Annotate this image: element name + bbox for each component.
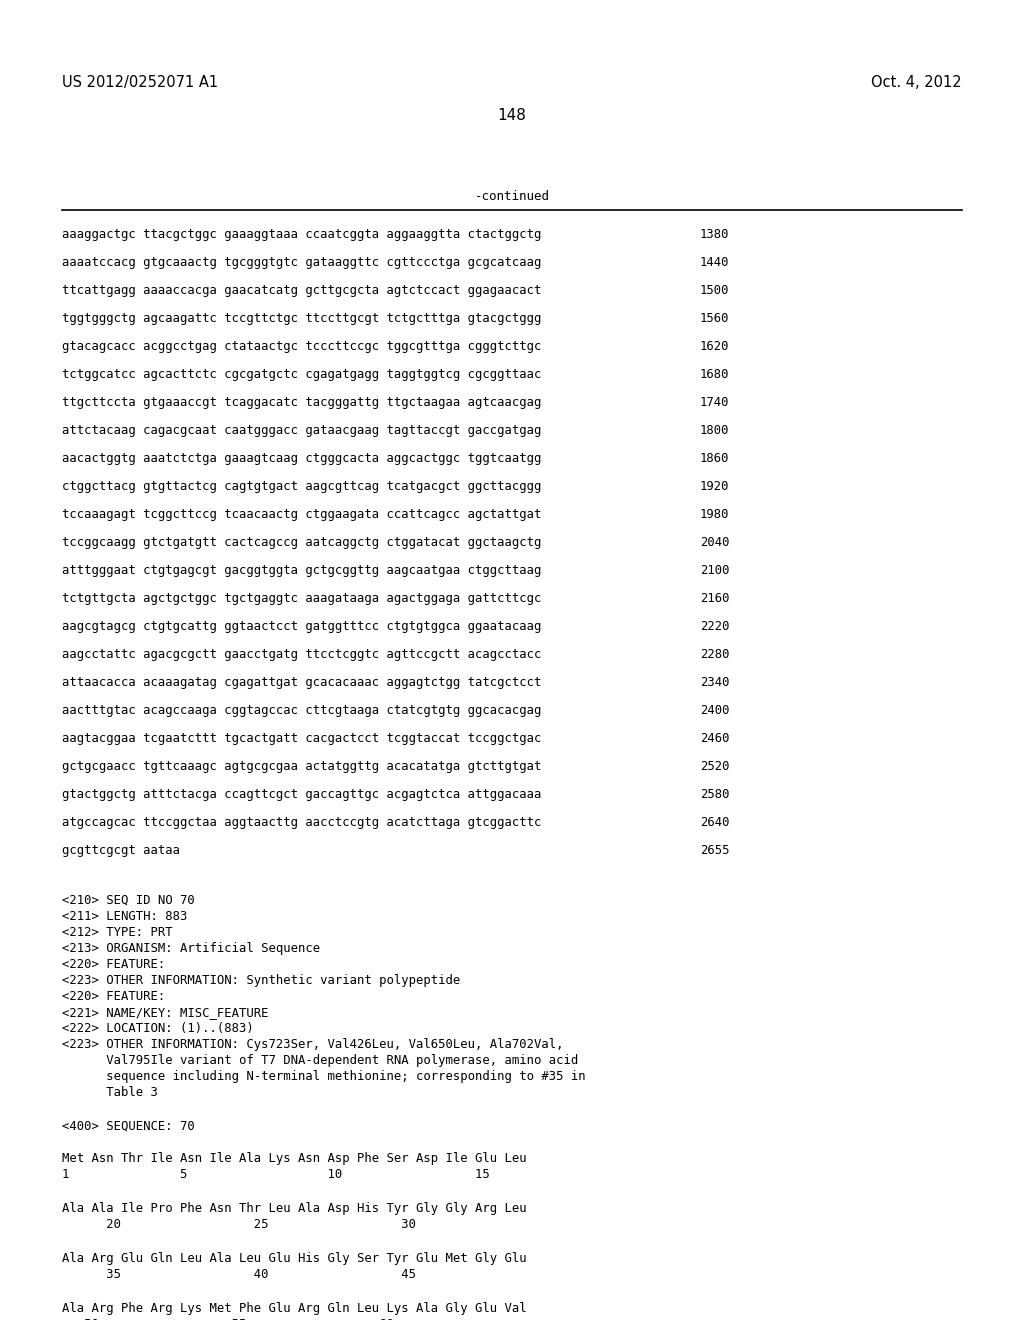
Text: 2400: 2400 <box>700 704 729 717</box>
Text: Ala Arg Glu Gln Leu Ala Leu Glu His Gly Ser Tyr Glu Met Gly Glu: Ala Arg Glu Gln Leu Ala Leu Glu His Gly … <box>62 1251 526 1265</box>
Text: <220> FEATURE:: <220> FEATURE: <box>62 990 165 1003</box>
Text: 2460: 2460 <box>700 733 729 744</box>
Text: aacactggtg aaatctctga gaaagtcaag ctgggcacta aggcactggc tggtcaatgg: aacactggtg aaatctctga gaaagtcaag ctgggca… <box>62 451 542 465</box>
Text: 2580: 2580 <box>700 788 729 801</box>
Text: tctggcatcc agcacttctc cgcgatgctc cgagatgagg taggtggtcg cgcggttaac: tctggcatcc agcacttctc cgcgatgctc cgagatg… <box>62 368 542 381</box>
Text: 1               5                   10                  15: 1 5 10 15 <box>62 1168 489 1181</box>
Text: 2100: 2100 <box>700 564 729 577</box>
Text: 2655: 2655 <box>700 843 729 857</box>
Text: 2520: 2520 <box>700 760 729 774</box>
Text: US 2012/0252071 A1: US 2012/0252071 A1 <box>62 75 218 90</box>
Text: ctggcttacg gtgttactcg cagtgtgact aagcgttcag tcatgacgct ggcttacggg: ctggcttacg gtgttactcg cagtgtgact aagcgtt… <box>62 480 542 492</box>
Text: ttgcttccta gtgaaaccgt tcaggacatc tacgggattg ttgctaagaa agtcaacgag: ttgcttccta gtgaaaccgt tcaggacatc tacggga… <box>62 396 542 409</box>
Text: <210> SEQ ID NO 70: <210> SEQ ID NO 70 <box>62 894 195 907</box>
Text: atgccagcac ttccggctaa aggtaacttg aacctccgtg acatcttaga gtcggacttc: atgccagcac ttccggctaa aggtaacttg aacctcc… <box>62 816 542 829</box>
Text: 1800: 1800 <box>700 424 729 437</box>
Text: 2640: 2640 <box>700 816 729 829</box>
Text: 2340: 2340 <box>700 676 729 689</box>
Text: <223> OTHER INFORMATION: Synthetic variant polypeptide: <223> OTHER INFORMATION: Synthetic varia… <box>62 974 460 987</box>
Text: 1620: 1620 <box>700 341 729 352</box>
Text: Val795Ile variant of T7 DNA-dependent RNA polymerase, amino acid: Val795Ile variant of T7 DNA-dependent RN… <box>62 1053 579 1067</box>
Text: gcgttcgcgt aataa: gcgttcgcgt aataa <box>62 843 180 857</box>
Text: 50                  55                  60: 50 55 60 <box>62 1317 394 1320</box>
Text: Table 3: Table 3 <box>62 1086 158 1100</box>
Text: 2040: 2040 <box>700 536 729 549</box>
Text: aagtacggaa tcgaatcttt tgcactgatt cacgactcct tcggtaccat tccggctgac: aagtacggaa tcgaatcttt tgcactgatt cacgact… <box>62 733 542 744</box>
Text: <222> LOCATION: (1)..(883): <222> LOCATION: (1)..(883) <box>62 1022 254 1035</box>
Text: aagcgtagcg ctgtgcattg ggtaactcct gatggtttcc ctgtgtggca ggaatacaag: aagcgtagcg ctgtgcattg ggtaactcct gatggtt… <box>62 620 542 634</box>
Text: 2220: 2220 <box>700 620 729 634</box>
Text: 35                  40                  45: 35 40 45 <box>62 1269 416 1280</box>
Text: aactttgtac acagccaaga cggtagccac cttcgtaaga ctatcgtgtg ggcacacgag: aactttgtac acagccaaga cggtagccac cttcgta… <box>62 704 542 717</box>
Text: gtactggctg atttctacga ccagttcgct gaccagttgc acgagtctca attggacaaa: gtactggctg atttctacga ccagttcgct gaccagt… <box>62 788 542 801</box>
Text: tctgttgcta agctgctggc tgctgaggtc aaagataaga agactggaga gattcttcgc: tctgttgcta agctgctggc tgctgaggtc aaagata… <box>62 591 542 605</box>
Text: tggtgggctg agcaagattc tccgttctgc ttccttgcgt tctgctttga gtacgctggg: tggtgggctg agcaagattc tccgttctgc ttccttg… <box>62 312 542 325</box>
Text: 1500: 1500 <box>700 284 729 297</box>
Text: 2160: 2160 <box>700 591 729 605</box>
Text: -continued: -continued <box>474 190 550 203</box>
Text: 1560: 1560 <box>700 312 729 325</box>
Text: tccaaagagt tcggcttccg tcaacaactg ctggaagata ccattcagcc agctattgat: tccaaagagt tcggcttccg tcaacaactg ctggaag… <box>62 508 542 521</box>
Text: 1680: 1680 <box>700 368 729 381</box>
Text: attaacacca acaaagatag cgagattgat gcacacaaac aggagtctgg tatcgctcct: attaacacca acaaagatag cgagattgat gcacaca… <box>62 676 542 689</box>
Text: <220> FEATURE:: <220> FEATURE: <box>62 958 165 972</box>
Text: <211> LENGTH: 883: <211> LENGTH: 883 <box>62 909 187 923</box>
Text: Met Asn Thr Ile Asn Ile Ala Lys Asn Asp Phe Ser Asp Ile Glu Leu: Met Asn Thr Ile Asn Ile Ala Lys Asn Asp … <box>62 1152 526 1166</box>
Text: Oct. 4, 2012: Oct. 4, 2012 <box>871 75 962 90</box>
Text: 1380: 1380 <box>700 228 729 242</box>
Text: 1740: 1740 <box>700 396 729 409</box>
Text: <212> TYPE: PRT: <212> TYPE: PRT <box>62 927 173 939</box>
Text: aaaggactgc ttacgctggc gaaaggtaaa ccaatcggta aggaaggtta ctactggctg: aaaggactgc ttacgctggc gaaaggtaaa ccaatcg… <box>62 228 542 242</box>
Text: Ala Ala Ile Pro Phe Asn Thr Leu Ala Asp His Tyr Gly Gly Arg Leu: Ala Ala Ile Pro Phe Asn Thr Leu Ala Asp … <box>62 1203 526 1214</box>
Text: 2280: 2280 <box>700 648 729 661</box>
Text: attctacaag cagacgcaat caatgggacc gataacgaag tagttaccgt gaccgatgag: attctacaag cagacgcaat caatgggacc gataacg… <box>62 424 542 437</box>
Text: atttgggaat ctgtgagcgt gacggtggta gctgcggttg aagcaatgaa ctggcttaag: atttgggaat ctgtgagcgt gacggtggta gctgcgg… <box>62 564 542 577</box>
Text: <223> OTHER INFORMATION: Cys723Ser, Val426Leu, Val650Leu, Ala702Val,: <223> OTHER INFORMATION: Cys723Ser, Val4… <box>62 1038 563 1051</box>
Text: 1860: 1860 <box>700 451 729 465</box>
Text: 148: 148 <box>498 108 526 123</box>
Text: Ala Arg Phe Arg Lys Met Phe Glu Arg Gln Leu Lys Ala Gly Glu Val: Ala Arg Phe Arg Lys Met Phe Glu Arg Gln … <box>62 1302 526 1315</box>
Text: 1440: 1440 <box>700 256 729 269</box>
Text: <400> SEQUENCE: 70: <400> SEQUENCE: 70 <box>62 1119 195 1133</box>
Text: 20                  25                  30: 20 25 30 <box>62 1218 416 1232</box>
Text: gtacagcacc acggcctgag ctataactgc tcccttccgc tggcgtttga cgggtcttgc: gtacagcacc acggcctgag ctataactgc tcccttc… <box>62 341 542 352</box>
Text: aagcctattc agacgcgctt gaacctgatg ttcctcggtc agttccgctt acagcctacc: aagcctattc agacgcgctt gaacctgatg ttcctcg… <box>62 648 542 661</box>
Text: ttcattgagg aaaaccacga gaacatcatg gcttgcgcta agtctccact ggagaacact: ttcattgagg aaaaccacga gaacatcatg gcttgcg… <box>62 284 542 297</box>
Text: gctgcgaacc tgttcaaagc agtgcgcgaa actatggttg acacatatga gtcttgtgat: gctgcgaacc tgttcaaagc agtgcgcgaa actatgg… <box>62 760 542 774</box>
Text: 1920: 1920 <box>700 480 729 492</box>
Text: tccggcaagg gtctgatgtt cactcagccg aatcaggctg ctggatacat ggctaagctg: tccggcaagg gtctgatgtt cactcagccg aatcagg… <box>62 536 542 549</box>
Text: <221> NAME/KEY: MISC_FEATURE: <221> NAME/KEY: MISC_FEATURE <box>62 1006 268 1019</box>
Text: <213> ORGANISM: Artificial Sequence: <213> ORGANISM: Artificial Sequence <box>62 942 321 954</box>
Text: aaaatccacg gtgcaaactg tgcgggtgtc gataaggttc cgttccctga gcgcatcaag: aaaatccacg gtgcaaactg tgcgggtgtc gataagg… <box>62 256 542 269</box>
Text: 1980: 1980 <box>700 508 729 521</box>
Text: sequence including N-terminal methionine; corresponding to #35 in: sequence including N-terminal methionine… <box>62 1071 586 1082</box>
